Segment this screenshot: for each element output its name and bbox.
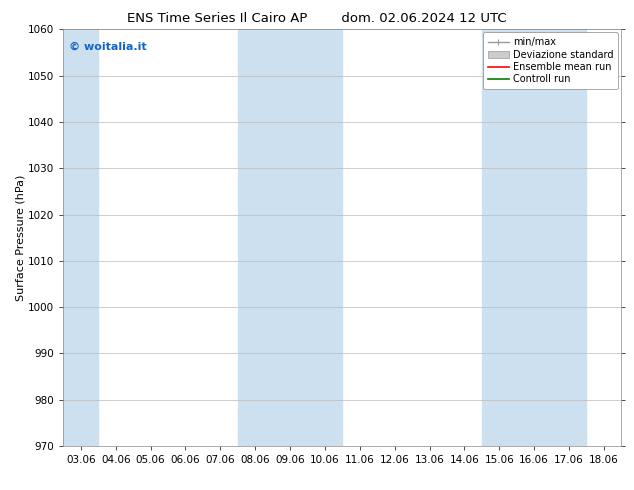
Bar [482,29,586,446]
Legend: min/max, Deviazione standard, Ensemble mean run, Controll run: min/max, Deviazione standard, Ensemble m… [483,32,618,89]
Text: © woitalia.it: © woitalia.it [69,42,146,52]
Y-axis label: Surface Pressure (hPa): Surface Pressure (hPa) [15,174,25,301]
Text: ENS Time Series Il Cairo AP        dom. 02.06.2024 12 UTC: ENS Time Series Il Cairo AP dom. 02.06.2… [127,12,507,25]
Bar [238,29,342,446]
Bar [63,29,98,446]
